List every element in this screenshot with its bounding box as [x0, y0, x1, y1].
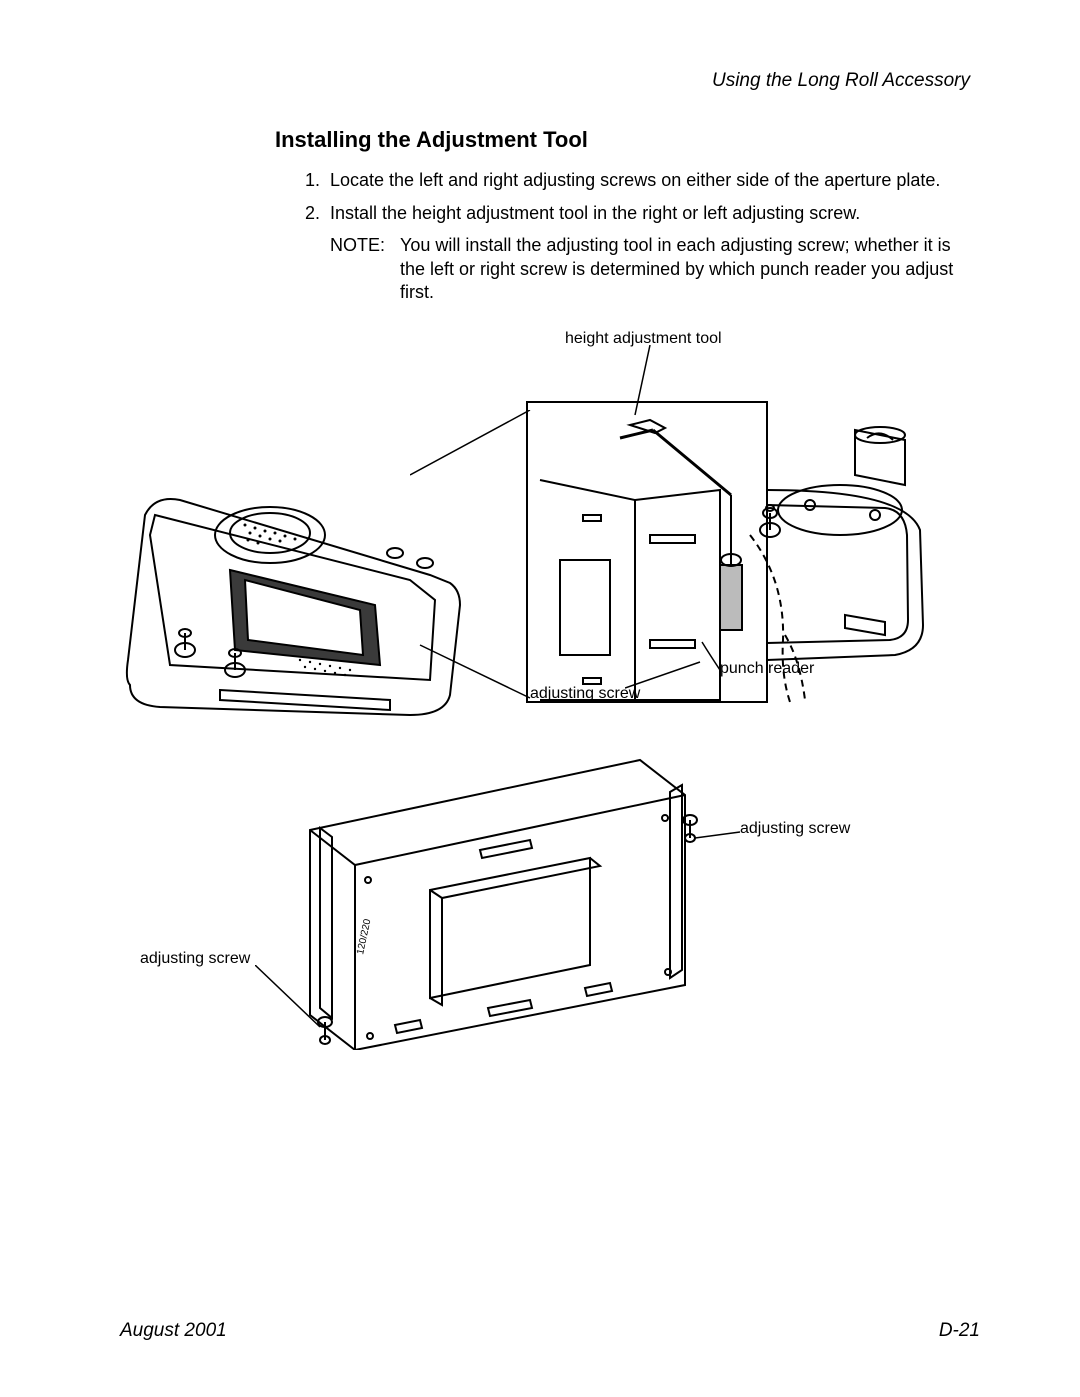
step-text: Locate the left and right adjusting scre… — [330, 170, 940, 190]
callout-punch-reader: punch reader — [720, 660, 814, 678]
svg-text:120/220: 120/220 — [355, 917, 373, 955]
step-item: 2. Install the height adjustment tool in… — [305, 201, 970, 226]
zoom-connector — [410, 410, 540, 710]
leader-adjusting-screw-2 — [695, 830, 745, 860]
note-label: NOTE: — [330, 234, 385, 257]
footer-page: D-21 — [939, 1320, 980, 1342]
step-number: 1. — [305, 168, 320, 193]
footer-date: August 2001 — [120, 1320, 227, 1342]
callout-adjusting-screw-2: adjusting screw — [740, 820, 850, 838]
note-text: You will install the adjusting tool in e… — [400, 235, 953, 302]
document-page: Using the Long Roll Accessory Installing… — [0, 0, 1080, 1397]
page-title: Installing the Adjustment Tool — [275, 127, 980, 153]
step-text: Install the height adjustment tool in th… — [330, 203, 860, 223]
step-item: 1. Locate the left and right adjusting s… — [305, 168, 970, 193]
leader-adjusting-screw-3 — [255, 965, 325, 1035]
callout-adjusting-screw-1: adjusting screw — [530, 685, 640, 703]
diagram-area: height adjustment tool — [120, 330, 980, 1130]
callout-adjusting-screw-3: adjusting screw — [140, 950, 250, 968]
page-footer: August 2001 D-21 — [120, 1320, 980, 1342]
section-header: Using the Long Roll Accessory — [120, 70, 980, 92]
note-block: NOTE: You will install the adjusting too… — [330, 234, 970, 304]
aperture-plate-illustration: 120/220 — [270, 740, 730, 1050]
step-number: 2. — [305, 201, 320, 226]
steps-list: 1. Locate the left and right adjusting s… — [305, 168, 970, 226]
leader-adjusting-screw-1 — [625, 660, 705, 690]
